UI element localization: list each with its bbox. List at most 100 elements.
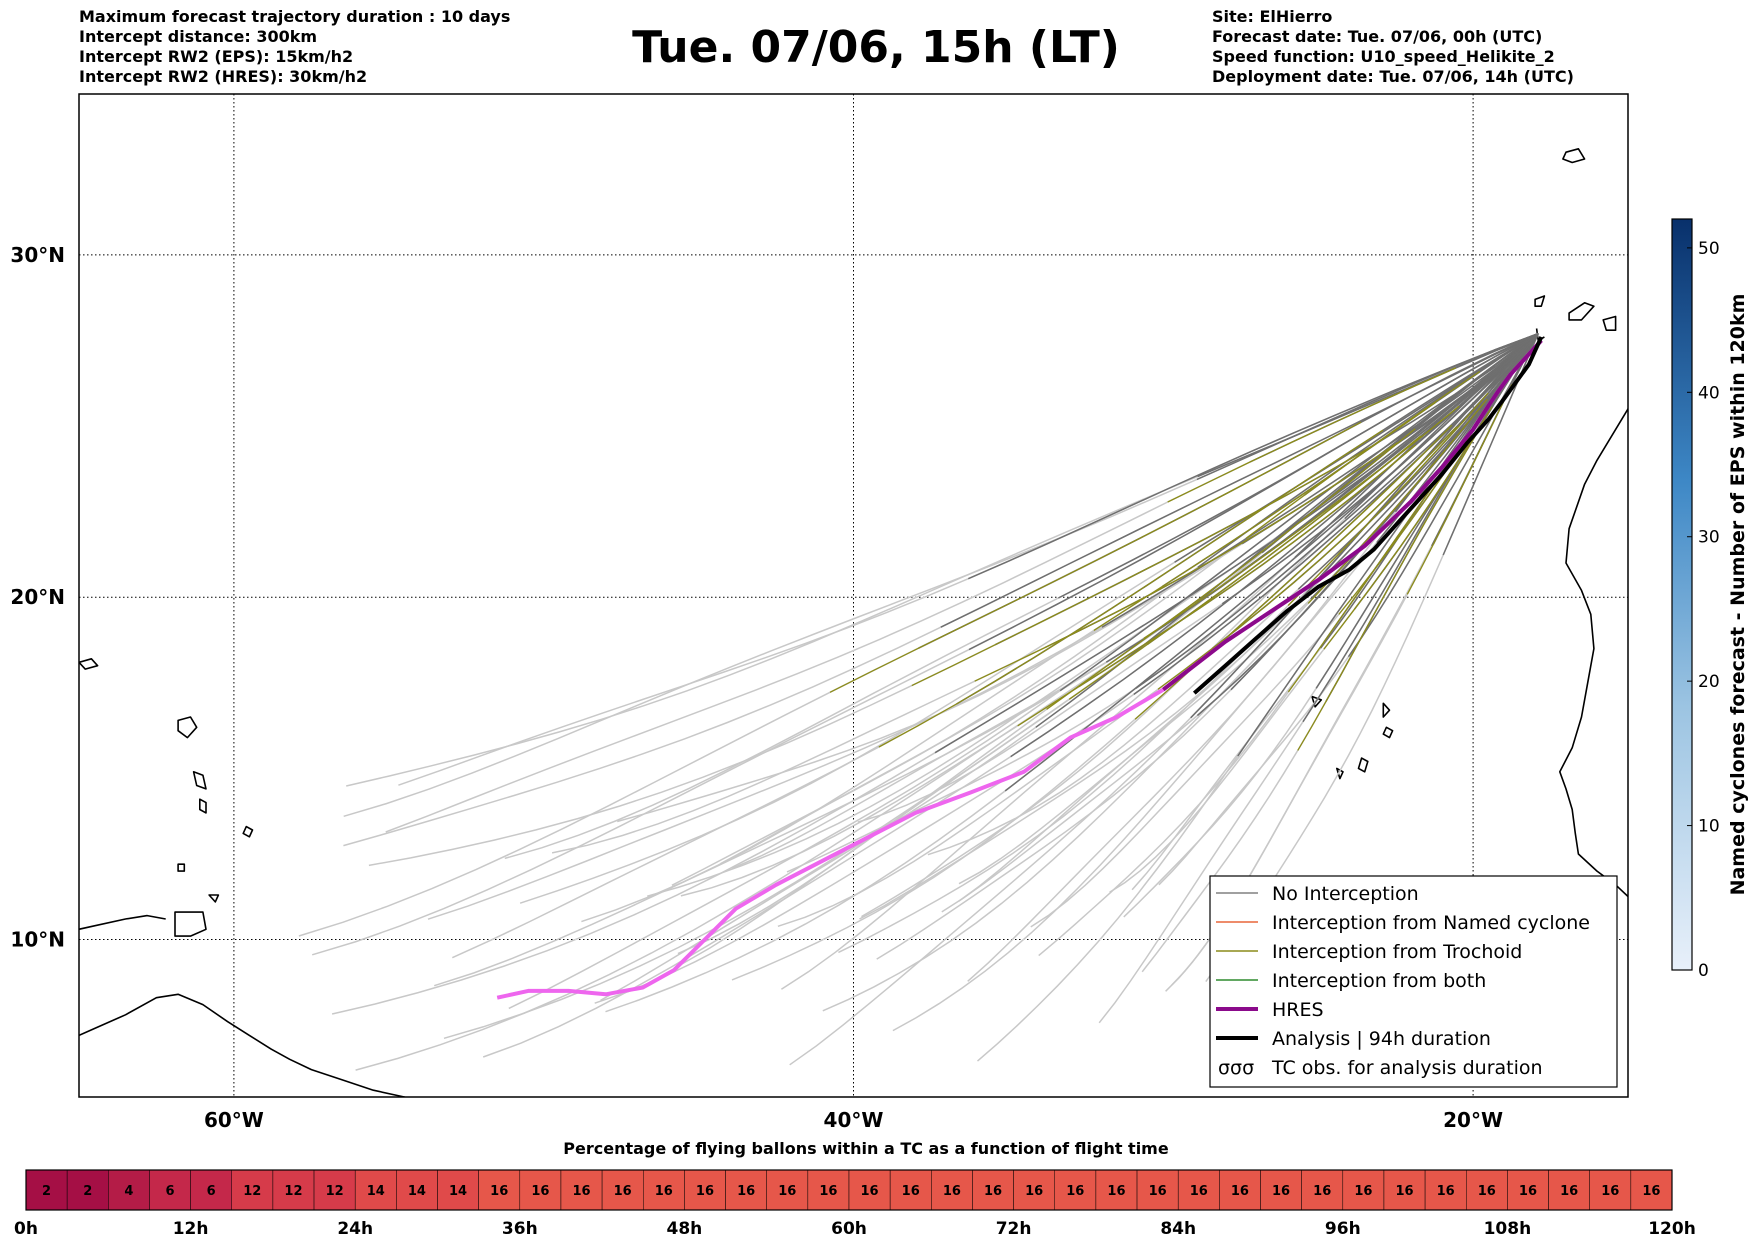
- coastline-la-palma: [1534, 295, 1546, 307]
- legend-marker-tc-obs: σσσ: [1218, 1057, 1254, 1079]
- strip-cell-value: 16: [902, 1184, 920, 1199]
- strip-cell-value: 16: [1149, 1184, 1167, 1199]
- strip-cell-value: 16: [696, 1184, 714, 1199]
- coastline-gran-canaria: [1602, 315, 1617, 331]
- analysis-line: [1192, 336, 1544, 695]
- chart-title: Tue. 07/06, 15h (LT): [632, 22, 1120, 73]
- colorbar-tick-label: 0: [1698, 961, 1709, 981]
- eps-trajectory-dark: [1197, 332, 1539, 478]
- coastline-venezuela: [79, 914, 166, 931]
- strip-cell: [1260, 1169, 1302, 1211]
- eps-trajectory-trochoid: [1406, 384, 1513, 595]
- strip-cell: [108, 1169, 150, 1211]
- eps-trajectory-dark: [967, 332, 1539, 580]
- strip-frame: [25, 1169, 1673, 1211]
- header-line: Intercept distance: 300km: [79, 27, 318, 46]
- strip-cell: [684, 1169, 726, 1211]
- eps-trajectory-dark: [1221, 333, 1539, 605]
- eps-trajectory-dark: [1297, 333, 1539, 590]
- strip-cell: [1054, 1169, 1097, 1211]
- header-left-info: Maximum forecast trajectory duration : 1…: [79, 7, 510, 87]
- strip-cell: [848, 1169, 891, 1211]
- strip-tick-label: 36h: [502, 1219, 538, 1239]
- strip-cell: [972, 1169, 1014, 1211]
- header-line: Forecast date: Tue. 07/06, 00h (UTC): [1212, 27, 1543, 46]
- eps-trajectory-trochoid: [1323, 406, 1493, 650]
- legend-label: Interception from Trochoid: [1272, 941, 1522, 963]
- strip-tick-label: 24h: [337, 1219, 373, 1239]
- strip-cell: [1424, 1169, 1467, 1211]
- strip-cell-value: 16: [1107, 1184, 1125, 1199]
- strip-cell-value: 12: [326, 1184, 344, 1199]
- header-line: Intercept RW2 (EPS): 15km/h2: [79, 47, 354, 66]
- coastline-south-america: [79, 993, 407, 1097]
- colorbar-tick-label: 50: [1698, 239, 1720, 259]
- eps-trajectory-trochoid: [1307, 398, 1488, 604]
- coastline-fuerteventura: [1627, 308, 1628, 310]
- eps-trajectory-trochoid: [1157, 426, 1458, 690]
- eps-trajectory-trochoid: [974, 442, 1398, 682]
- coastline-barbados: [242, 825, 254, 838]
- strip-cell: [1589, 1169, 1632, 1211]
- eps-trajectory-dark: [1242, 333, 1539, 572]
- eps-trajectory-dark: [1347, 333, 1539, 658]
- eps-trajectory-dark: [1101, 333, 1539, 628]
- header-line: Speed function: U10_speed_Helikite_2: [1212, 47, 1555, 66]
- eps-trajectory-trochoid: [1297, 424, 1483, 751]
- strip-cell-value: 16: [737, 1184, 755, 1199]
- eps-trajectory-dark: [1058, 332, 1539, 599]
- colorbar-tick-label: 20: [1698, 672, 1720, 692]
- eps-trajectory-trochoid: [1046, 428, 1416, 710]
- strip-tick-label: 84h: [1160, 1219, 1196, 1239]
- eps-trajectory-trochoid: [878, 429, 1384, 748]
- coastline-virgin-islands: [79, 658, 99, 670]
- strip-cell-value: 16: [861, 1184, 879, 1199]
- colorbar-label: Named cyclones forecast - Number of EPS …: [1727, 294, 1749, 896]
- strip-cell-value: 16: [1231, 1184, 1249, 1199]
- eps-trajectory-light: [427, 333, 1539, 920]
- strip-cell: [231, 1169, 274, 1211]
- header-line: Deployment date: Tue. 07/06, 14h (UTC): [1212, 67, 1574, 86]
- coastline-tobago: [208, 894, 220, 903]
- strip-tick-label: 0h: [14, 1219, 38, 1239]
- strip-cell-value: 14: [449, 1184, 467, 1199]
- main-series: [496, 336, 1544, 1000]
- coastline-guadeloupe: [177, 716, 198, 739]
- coastline-cabo-verde-sal: [1382, 702, 1391, 718]
- legend-label: TC obs. for analysis duration: [1271, 1057, 1543, 1079]
- strip-cell: [1466, 1169, 1508, 1211]
- legend-label: HRES: [1272, 999, 1324, 1021]
- strip-cell-value: 12: [243, 1184, 261, 1199]
- strip-tick-label: 48h: [667, 1219, 703, 1239]
- strip-cell-value: 16: [655, 1184, 673, 1199]
- strip-tick-label: 120h: [1648, 1219, 1696, 1239]
- colorbar-tick-label: 10: [1698, 817, 1720, 837]
- strip-cell-value: 2: [83, 1184, 92, 1199]
- eps-trajectory-dark: [1010, 333, 1539, 758]
- coastline-martinique: [192, 771, 207, 790]
- coastline-trinidad: [174, 911, 207, 937]
- strip-cell: [1548, 1169, 1590, 1211]
- legend-box: [1209, 875, 1618, 1088]
- strip-cell-value: 16: [1354, 1184, 1372, 1199]
- eps-trajectory-dark: [1237, 333, 1539, 757]
- strip-cell-value: 16: [490, 1184, 508, 1199]
- strip-title: Percentage of flying ballons within a TC…: [563, 1139, 1169, 1158]
- y-tick-label: 10°N: [10, 928, 65, 952]
- strip-cell-value: 14: [367, 1184, 385, 1199]
- x-tick-label: 60°W: [204, 1108, 264, 1132]
- y-tick-label: 30°N: [10, 243, 65, 267]
- strip-cell: [1095, 1169, 1138, 1211]
- header-line: Intercept RW2 (HRES): 30km/h2: [79, 67, 368, 86]
- eps-trajectory-dark: [934, 333, 1539, 754]
- colorbar-scale: [1671, 218, 1693, 971]
- strip-cell: [725, 1169, 767, 1211]
- plot-frame: [78, 93, 1629, 1098]
- strip-cell-value: 14: [408, 1184, 426, 1199]
- eps-trajectories-trochoid: [829, 367, 1513, 751]
- coastline-cabo-verde-santiago: [1357, 757, 1369, 773]
- eps-trajectory-trochoid: [1287, 410, 1486, 693]
- strip-cell-value: 16: [1478, 1184, 1496, 1199]
- eps-trajectory-light: [298, 332, 1539, 937]
